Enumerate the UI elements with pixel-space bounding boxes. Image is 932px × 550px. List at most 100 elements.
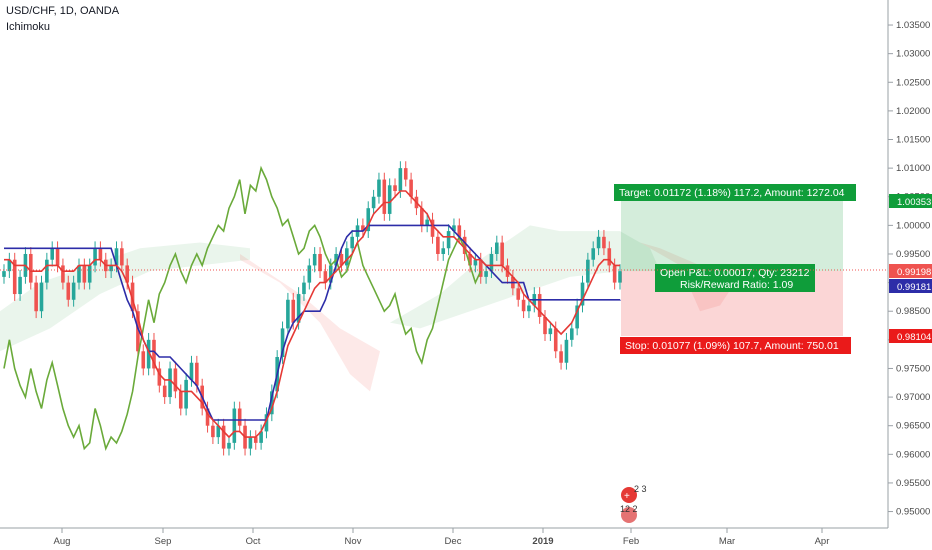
price-tick-label: 1.03500 bbox=[896, 20, 930, 31]
candle-body bbox=[291, 299, 296, 323]
candle-body bbox=[120, 248, 124, 266]
candle-body bbox=[537, 294, 542, 317]
price-tick-label: 1.00000 bbox=[896, 220, 930, 231]
candle-body bbox=[489, 253, 494, 272]
candle-body bbox=[328, 265, 333, 283]
flag-marker-top[interactable] bbox=[621, 487, 637, 503]
candle-body bbox=[345, 248, 349, 266]
kijun-sen-line bbox=[4, 224, 621, 421]
long-position-tool[interactable]: Target: 0.01172 (1.18%) 117.2, Amount: 1… bbox=[614, 184, 856, 354]
candle-body bbox=[607, 248, 612, 266]
candle-body bbox=[468, 253, 472, 266]
time-tick-label: Nov bbox=[345, 536, 362, 547]
candle-body bbox=[28, 253, 33, 283]
symbol-title[interactable]: USD/CHF, 1D, OANDA bbox=[6, 5, 120, 17]
candle-body bbox=[50, 248, 55, 260]
price-tag-current: 0.99198 bbox=[889, 264, 932, 278]
candle-body bbox=[66, 282, 71, 300]
candle-body bbox=[280, 328, 285, 358]
candle-body bbox=[543, 316, 547, 335]
flag-marker-top-icon: + bbox=[624, 491, 630, 502]
indicator-title[interactable]: Ichimoku bbox=[6, 21, 51, 33]
candle-body bbox=[430, 219, 435, 237]
candle-body bbox=[55, 248, 60, 266]
candle-body bbox=[237, 408, 242, 426]
candle-body bbox=[553, 328, 558, 352]
candle-body bbox=[516, 288, 521, 300]
candle-body bbox=[184, 379, 188, 409]
candle-body bbox=[387, 185, 392, 214]
candle-body bbox=[87, 265, 92, 283]
candle-body bbox=[462, 236, 467, 254]
price-tick-label: 0.99500 bbox=[896, 249, 930, 260]
candle-body bbox=[612, 265, 617, 283]
price-tick-label: 1.02000 bbox=[896, 106, 930, 117]
candle-body bbox=[232, 408, 237, 443]
candle-body bbox=[227, 442, 231, 449]
candle-body bbox=[18, 276, 22, 295]
candle-body bbox=[34, 282, 38, 312]
candle-body bbox=[323, 271, 328, 283]
candle-body bbox=[312, 253, 317, 266]
price-tick-label: 1.01500 bbox=[896, 135, 930, 146]
candle-body bbox=[195, 362, 199, 386]
price-tick-label: 1.03000 bbox=[896, 49, 930, 60]
candle-body bbox=[339, 253, 344, 266]
candle-body bbox=[152, 339, 156, 369]
candle-body bbox=[350, 236, 354, 249]
candle-body bbox=[168, 368, 172, 398]
candle-body bbox=[93, 248, 97, 266]
candle-body bbox=[596, 236, 601, 249]
candle-body bbox=[569, 328, 574, 340]
candle-body bbox=[500, 242, 504, 266]
candle-body bbox=[527, 305, 531, 312]
flag-marker-bottom[interactable] bbox=[621, 507, 637, 523]
risk-reward-label: Risk/Reward Ratio: 1.09 bbox=[680, 279, 793, 291]
time-tick-label: Oct bbox=[246, 536, 261, 547]
candle-body bbox=[178, 391, 183, 409]
time-tick-label: Dec bbox=[445, 536, 462, 547]
event-markers[interactable]: + 2 3 12 2 bbox=[620, 484, 647, 523]
time-tick-label: Feb bbox=[623, 536, 639, 547]
candle-body bbox=[157, 368, 162, 386]
candle-body bbox=[45, 259, 49, 283]
candle-body bbox=[77, 265, 81, 283]
candle-body bbox=[446, 231, 451, 249]
candle-body bbox=[259, 431, 263, 443]
candle-body bbox=[409, 179, 413, 197]
candle-body bbox=[264, 414, 269, 432]
candle-body bbox=[575, 305, 579, 329]
event-count-bottom: 12 2 bbox=[620, 504, 638, 514]
candle-body bbox=[98, 248, 103, 260]
candle-body bbox=[361, 225, 365, 232]
candle-body bbox=[130, 282, 135, 312]
candle-body bbox=[441, 248, 446, 254]
target-label: Target: 0.01172 (1.18%) 117.2, Amount: 1… bbox=[619, 187, 845, 199]
candle-body bbox=[478, 259, 483, 277]
price-tick-label: 1.01000 bbox=[896, 163, 930, 174]
candle-body bbox=[484, 271, 488, 277]
candle-body bbox=[205, 408, 210, 426]
candle-body bbox=[109, 265, 113, 272]
svg-text:0.99198: 0.99198 bbox=[897, 267, 931, 278]
candle-body bbox=[7, 259, 12, 272]
candle-body bbox=[457, 225, 462, 237]
candle-body bbox=[270, 391, 274, 415]
target-zone[interactable] bbox=[621, 201, 843, 271]
candle-body bbox=[382, 179, 387, 214]
tenkan-sen-line bbox=[4, 190, 620, 439]
price-tick-label: 0.98500 bbox=[896, 306, 930, 317]
candle-body bbox=[371, 196, 376, 209]
candle-body bbox=[586, 259, 590, 283]
candle-body bbox=[452, 225, 456, 232]
time-axis[interactable]: Aug Sep Oct Nov Dec 2019 Feb Mar Apr bbox=[54, 528, 830, 547]
time-tick-label: Aug bbox=[54, 536, 71, 547]
price-tick-label: 0.95500 bbox=[896, 478, 930, 489]
candle-body bbox=[216, 425, 221, 438]
candle-body bbox=[425, 219, 429, 226]
cloud-bullish-segment-1 bbox=[0, 242, 250, 352]
price-tick-label: 0.96000 bbox=[896, 449, 930, 460]
candle-body bbox=[302, 282, 306, 295]
candle-body bbox=[580, 282, 585, 306]
